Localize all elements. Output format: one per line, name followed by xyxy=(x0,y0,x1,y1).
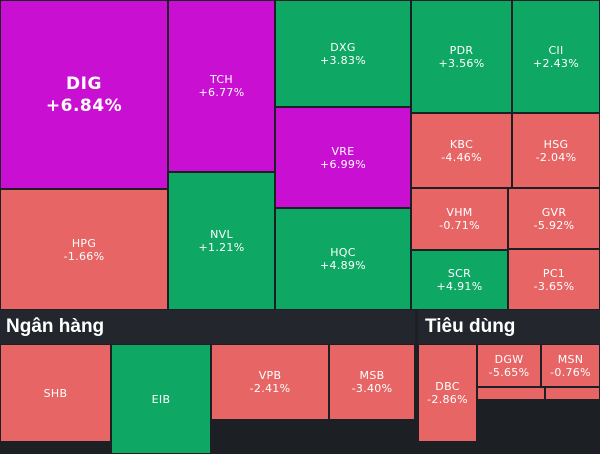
tile-hpg[interactable]: HPG -1.66% xyxy=(0,189,168,310)
tile-change: -4.46% xyxy=(441,150,482,164)
tile-change: +3.83% xyxy=(320,53,366,67)
tile-symbol: VRE xyxy=(331,144,355,158)
tile-change: -0.71% xyxy=(439,219,480,232)
tile-symbol: TCH xyxy=(210,73,233,86)
tile-change: -2.04% xyxy=(535,150,577,164)
tile-dgw[interactable]: DGW -5.65% xyxy=(477,344,541,387)
tile-symbol: CII xyxy=(548,43,564,57)
tile-change: -5.92% xyxy=(533,218,575,232)
tile-consumer-small-1[interactable] xyxy=(477,387,545,400)
tile-symbol: PDR xyxy=(449,43,474,57)
tile-symbol: MSB xyxy=(359,369,385,382)
tile-scr[interactable]: SCR +4.91% xyxy=(411,250,508,310)
tile-dig[interactable]: DIG +6.84% xyxy=(0,0,168,189)
tile-tch[interactable]: TCH +6.77% xyxy=(168,0,275,172)
section-header-consumer: Tiêu dùng xyxy=(418,310,600,344)
tile-symbol: SHB xyxy=(43,386,68,400)
tile-consumer-small-2[interactable] xyxy=(545,387,600,400)
tile-change: -0.76% xyxy=(550,365,591,379)
tile-symbol: KBC xyxy=(449,137,474,151)
tile-change: -2.41% xyxy=(249,382,291,395)
tile-change: +4.89% xyxy=(320,259,366,272)
section-header-banking: Ngân hàng xyxy=(0,310,415,344)
tile-symbol: GVR xyxy=(541,205,567,219)
tile-change: -3.65% xyxy=(533,279,575,293)
section-title: Ngân hàng xyxy=(6,316,105,337)
tile-symbol: DGW xyxy=(494,352,524,366)
tile-symbol: DIG xyxy=(66,73,102,94)
tile-change: -5.65% xyxy=(488,365,530,379)
tile-pc1[interactable]: PC1 -3.65% xyxy=(508,249,600,310)
tile-symbol: VPB xyxy=(258,369,282,382)
tile-cii[interactable]: CII +2.43% xyxy=(512,0,600,113)
tile-msn[interactable]: MSN -0.76% xyxy=(541,344,600,387)
tile-symbol: SCR xyxy=(447,267,472,280)
tile-hqc[interactable]: HQC +4.89% xyxy=(275,208,411,310)
tile-vre[interactable]: VRE +6.99% xyxy=(275,107,411,208)
tile-symbol: NVL xyxy=(210,228,233,241)
tile-symbol: DBC xyxy=(435,380,460,393)
section-title: Tiêu dùng xyxy=(425,316,516,337)
tile-symbol: EIB xyxy=(151,392,171,406)
tile-symbol: PC1 xyxy=(542,266,566,280)
tile-change: +6.99% xyxy=(320,157,366,171)
tile-hsg[interactable]: HSG -2.04% xyxy=(512,113,600,188)
tile-shb[interactable]: SHB xyxy=(0,344,111,442)
tile-vhm[interactable]: VHM -0.71% xyxy=(411,188,508,250)
tile-change: -1.66% xyxy=(63,249,105,263)
tile-vpb[interactable]: VPB -2.41% xyxy=(211,344,329,420)
tile-change: +6.84% xyxy=(45,95,123,116)
tile-change: +3.56% xyxy=(438,56,485,70)
tile-nvl[interactable]: NVL +1.21% xyxy=(168,172,275,310)
tile-dbc[interactable]: DBC -2.86% xyxy=(418,344,477,442)
tile-kbc[interactable]: KBC -4.46% xyxy=(411,113,512,188)
tile-eib[interactable]: EIB xyxy=(111,344,211,454)
tile-pdr[interactable]: PDR +3.56% xyxy=(411,0,512,113)
tile-symbol: VHM xyxy=(446,206,473,219)
tile-msb[interactable]: MSB -3.40% xyxy=(329,344,415,420)
tile-symbol: DXG xyxy=(330,40,356,54)
tile-symbol: HSG xyxy=(543,137,569,151)
tile-change: +6.77% xyxy=(198,86,245,99)
tile-change: +2.43% xyxy=(533,56,579,70)
tile-symbol: HPG xyxy=(71,236,97,250)
tile-symbol: MSN xyxy=(557,352,584,366)
tile-dxg[interactable]: DXG +3.83% xyxy=(275,0,411,107)
tile-change: -3.40% xyxy=(351,382,393,395)
tile-symbol: HQC xyxy=(330,246,356,259)
tile-change: +4.91% xyxy=(436,280,483,293)
tile-change: +1.21% xyxy=(198,241,245,254)
tile-gvr[interactable]: GVR -5.92% xyxy=(508,188,600,249)
